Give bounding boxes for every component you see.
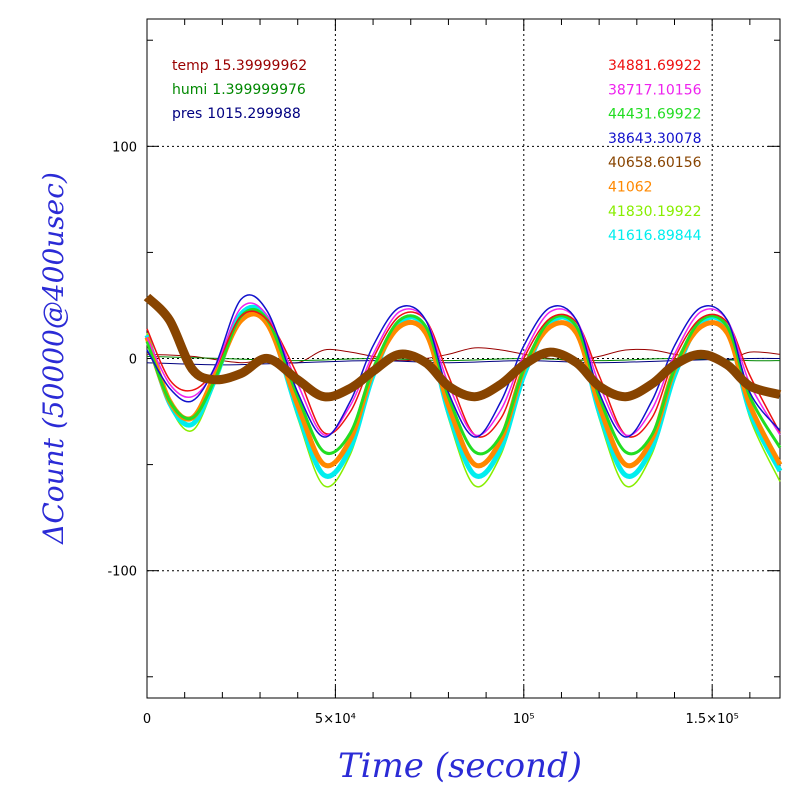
- legend-left-name: pres: [172, 106, 202, 122]
- legend-right-entry: 38717.10156: [608, 82, 702, 98]
- y-tick-label: 0: [129, 353, 137, 368]
- legend-left-value: 15.39999962: [214, 58, 308, 74]
- legend-right-entry: 40658.60156: [608, 155, 702, 171]
- legend-right-entry: 41830.19922: [608, 204, 702, 220]
- legend-right-entry: 38643.30078: [608, 131, 702, 147]
- x-tick-labels: 0 5×10⁴ 10⁵ 1.5×10⁵: [143, 712, 739, 727]
- legend-left-entry: temp 15.39999962: [172, 58, 307, 74]
- x-axis-title: Time (second): [338, 746, 582, 786]
- legend-left-value: 1.399999976: [212, 82, 306, 98]
- legend-left-entry: pres 1015.299988: [172, 106, 301, 122]
- x-tick-label: 5×10⁴: [315, 712, 356, 727]
- y-tick-label: -100: [107, 565, 137, 580]
- legend-left: temp 15.39999962 humi 1.399999976 pres 1015.2…: [172, 58, 307, 122]
- legend-left-entry: humi 1.399999976: [172, 82, 306, 98]
- legend-left-name: humi: [172, 82, 207, 98]
- x-tick-label: 1.5×10⁵: [686, 712, 739, 727]
- x-tick-label: 0: [143, 712, 151, 727]
- legend-left-name: temp: [172, 58, 209, 74]
- x-tick-label: 10⁵: [513, 712, 535, 727]
- y-tick-label: 100: [112, 140, 137, 155]
- legend-right-entry: 44431.69922: [608, 107, 702, 123]
- y-tick-labels: 100 0 -100: [107, 140, 137, 579]
- y-axis-title: ΔCount (50000@400usec): [37, 172, 70, 545]
- chart: 0 5×10⁴ 10⁵ 1.5×10⁵ 100 0 -100 temp 15.3999996…: [0, 0, 797, 797]
- legend-right-entry: 34881.69922: [608, 58, 702, 74]
- legend-right-entry: 41616.89844: [608, 228, 702, 244]
- legend-right-entry: 41062: [608, 180, 653, 196]
- legend-left-value: 1015.299988: [207, 106, 301, 122]
